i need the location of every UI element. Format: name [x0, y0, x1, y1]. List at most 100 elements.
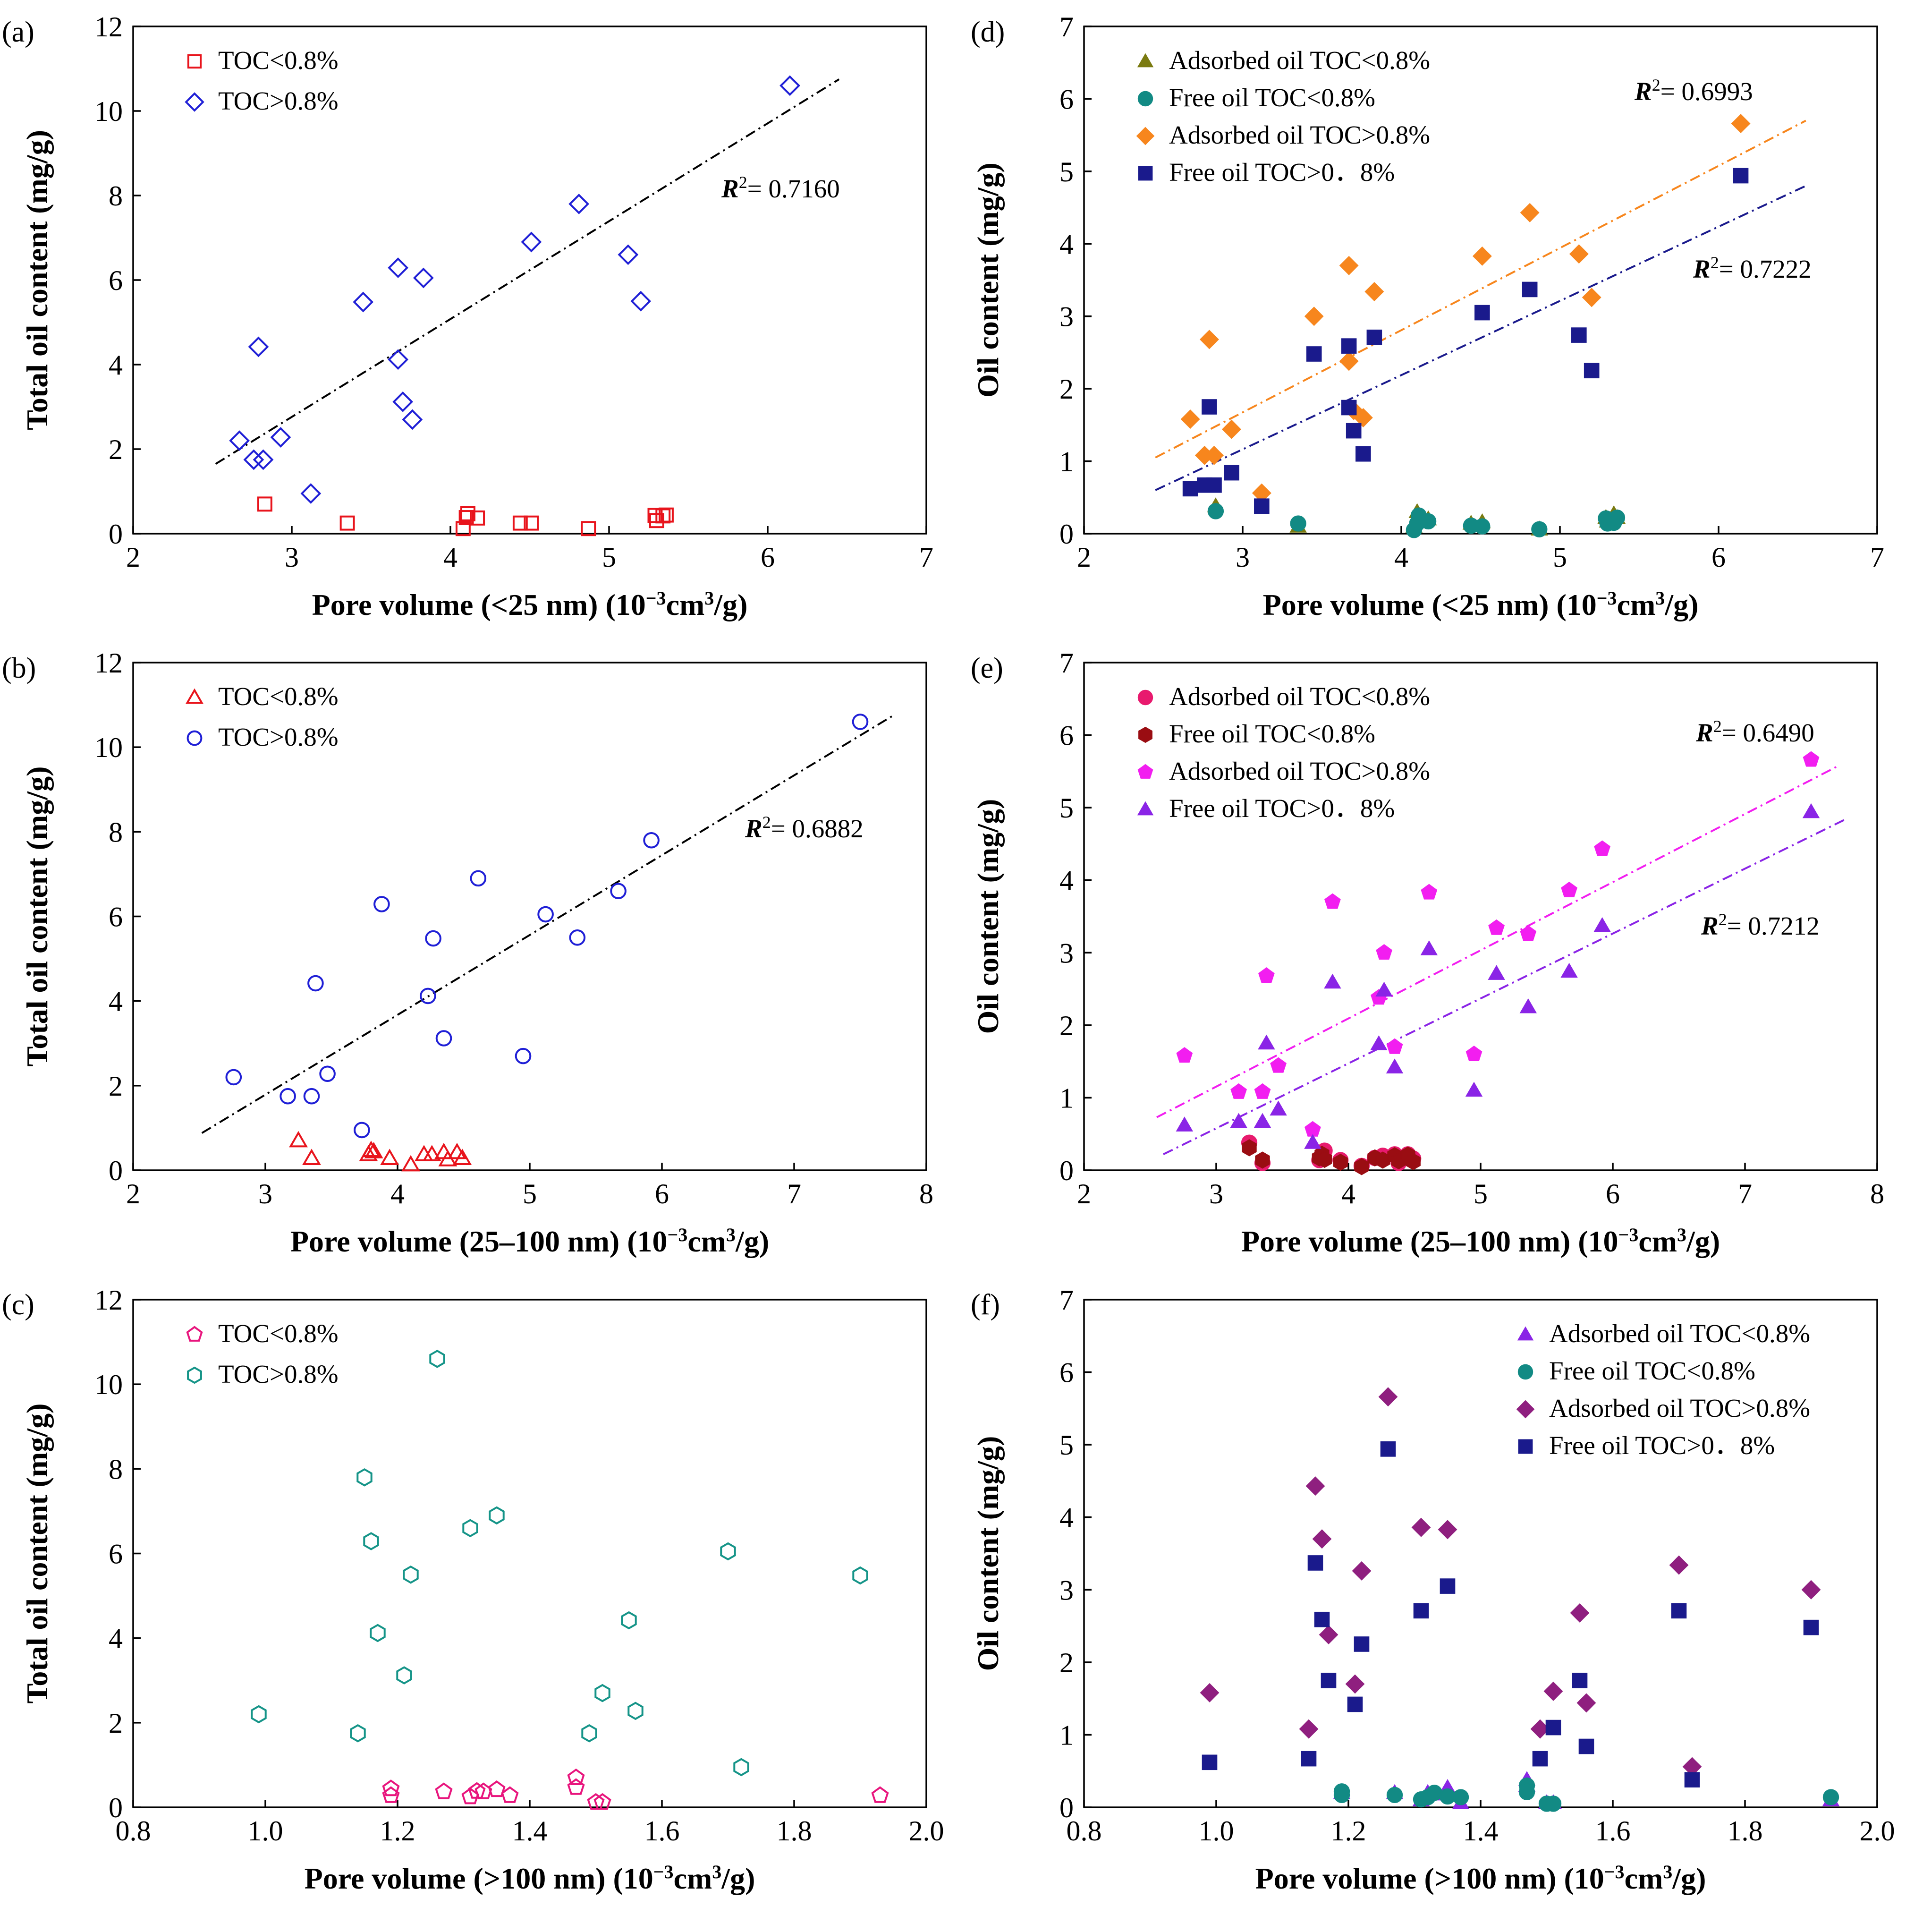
series-1 [257, 496, 674, 536]
data-point [1561, 881, 1577, 897]
data-point [659, 507, 674, 523]
y-tick-label: 6 [109, 902, 123, 933]
regression-line [1155, 185, 1806, 491]
data-point [512, 515, 528, 531]
legend-marker [1518, 1439, 1533, 1454]
data-point [429, 1350, 445, 1368]
y-tick-label: 5 [1059, 792, 1074, 824]
data-point [225, 1069, 242, 1086]
data-point [1341, 400, 1357, 416]
legend-label: Adsorbed oil TOC>0.8% [1549, 1394, 1810, 1422]
x-tick-label: 5 [1553, 542, 1567, 573]
data-point [1324, 893, 1341, 909]
data-point [280, 1088, 296, 1105]
data-point [733, 1758, 749, 1777]
data-point [587, 1793, 605, 1810]
y-tick-label: 4 [1059, 229, 1074, 260]
y-tick-label: 0 [1059, 1155, 1074, 1186]
x-axis-title: Pore volume (25–100 nm) (10−3cm3/g) [1241, 1224, 1720, 1259]
r-squared-label: R2= 0.6993 [1634, 76, 1753, 106]
series-2 [229, 75, 800, 504]
data-point [455, 521, 471, 536]
data-point [1339, 255, 1359, 275]
data-point [1543, 1681, 1563, 1701]
legend-marker [186, 688, 203, 704]
data-point [1304, 306, 1324, 326]
data-point [1452, 1789, 1469, 1805]
series-2 [225, 714, 869, 1139]
data-point [1299, 1719, 1319, 1739]
x-tick-label: 6 [655, 1178, 669, 1209]
data-point [1258, 1034, 1275, 1050]
data-point [1413, 1603, 1429, 1619]
y-tick-label: 4 [109, 349, 123, 381]
x-tick-label: 6 [1711, 542, 1726, 573]
x-tick-label: 5 [602, 542, 616, 573]
panel-label: (b) [2, 652, 36, 684]
x-tick-label: 1.6 [1595, 1815, 1631, 1847]
legend: TOC<0.8% TOC>0.8% [185, 46, 339, 115]
data-point [1176, 1116, 1194, 1132]
x-axis-title: Pore volume (>100 nm) (10−3cm3/g) [1255, 1861, 1706, 1896]
data-point [402, 409, 423, 430]
data-point [251, 1705, 267, 1724]
y-tick-label: 6 [109, 265, 123, 296]
y-tick-label: 2 [109, 1708, 123, 1739]
data-point [537, 906, 554, 923]
y-tick-label: 0 [1059, 519, 1074, 550]
data-point [1531, 521, 1548, 537]
data-point [488, 1780, 506, 1797]
x-tick-label: 1.8 [777, 1815, 812, 1847]
data-point [1421, 884, 1438, 900]
data-point [364, 1142, 383, 1158]
series-1 [289, 1131, 472, 1172]
x-tick-label: 2.0 [1860, 1815, 1895, 1847]
y-tick-label: 4 [1059, 865, 1074, 896]
x-tick-label: 2 [126, 1178, 140, 1209]
panel-label: (f) [971, 1289, 1000, 1321]
x-tick-label: 2 [1077, 542, 1091, 573]
panel-label: (d) [971, 16, 1005, 48]
data-point [388, 349, 409, 370]
data-point [1202, 399, 1217, 415]
data-point [1380, 1441, 1396, 1457]
legend-label: Adsorbed oil TOC<0.8% [1549, 1319, 1810, 1348]
panel-e: 2 3 4 5 6 7 8 0 1 2 3 4 5 6 7 Pore volume (25–100 nm) (… [971, 647, 1884, 1258]
regression-line [1155, 119, 1806, 459]
data-point [257, 496, 272, 512]
legend-label: Free oil TOC<0.8% [1169, 719, 1375, 748]
data-point [370, 1624, 386, 1643]
data-point [1375, 981, 1393, 997]
data-point [1474, 518, 1491, 535]
data-point [353, 291, 374, 313]
data-point [1532, 1751, 1548, 1767]
data-point [319, 1065, 336, 1082]
data-point [1376, 944, 1392, 960]
data-point [1684, 1772, 1700, 1787]
data-point [1301, 1751, 1317, 1767]
data-point [1488, 965, 1505, 980]
x-axis-title: Pore volume (>100 nm) (10−3cm3/g) [305, 1861, 755, 1896]
data-point [1339, 351, 1359, 371]
data-point [1204, 445, 1224, 465]
data-point [1518, 1784, 1535, 1800]
data-point [1822, 1789, 1839, 1805]
regression-line [1156, 765, 1838, 1118]
data-point [1200, 1683, 1220, 1702]
data-point [1519, 998, 1537, 1013]
y-tick-label: 12 [94, 647, 123, 679]
data-point [1324, 973, 1341, 989]
x-tick-label: 5 [1474, 1178, 1488, 1209]
y-tick-label: 2 [1059, 1647, 1074, 1678]
y-tick-label: 6 [1059, 720, 1074, 751]
x-tick-label: 1.4 [512, 1815, 548, 1847]
data-point [413, 267, 434, 289]
data-point [422, 1145, 441, 1161]
series-4 [1202, 1441, 1819, 1787]
data-point [630, 290, 652, 312]
legend-marker [1137, 801, 1154, 816]
data-point [382, 1786, 400, 1803]
data-point [1582, 288, 1601, 307]
y-tick-label: 6 [1059, 84, 1074, 115]
data-point [1572, 1672, 1588, 1688]
